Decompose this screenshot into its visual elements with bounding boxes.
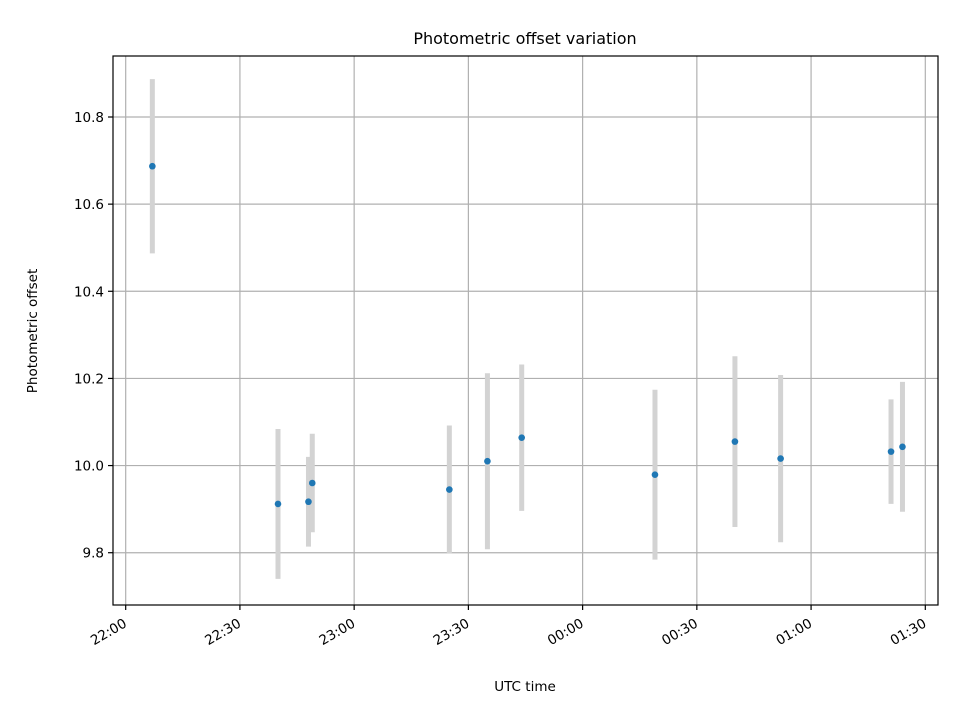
data-point xyxy=(484,457,491,465)
data-point xyxy=(777,455,784,462)
data-point xyxy=(446,486,453,493)
y-tick-label: 10.8 xyxy=(74,110,104,126)
data-point xyxy=(651,471,659,479)
y-axis-ticks: 9.8 10.0 10.2 10.4 10.6 10.8 xyxy=(74,110,113,562)
y-axis-label: Photometric offset xyxy=(25,269,41,393)
y-tick-label: 10.4 xyxy=(74,284,104,300)
y-tick-label: 10.2 xyxy=(74,371,104,387)
data-points xyxy=(149,162,906,508)
y-tick-label: 10.0 xyxy=(74,459,104,475)
data-point xyxy=(887,448,895,455)
data-point xyxy=(274,500,282,508)
plot-frame xyxy=(112,55,939,606)
x-axis-label: UTC time xyxy=(494,679,556,695)
grid xyxy=(113,56,938,605)
data-point xyxy=(305,498,312,506)
data-point xyxy=(731,438,739,445)
data-point xyxy=(899,443,906,451)
y-tick-label: 9.8 xyxy=(83,546,104,562)
data-point xyxy=(518,434,525,441)
data-point xyxy=(308,479,316,487)
y-tick-label: 10.6 xyxy=(74,197,104,213)
chart-title: Photometric offset variation xyxy=(413,29,636,48)
data-point xyxy=(149,162,156,170)
